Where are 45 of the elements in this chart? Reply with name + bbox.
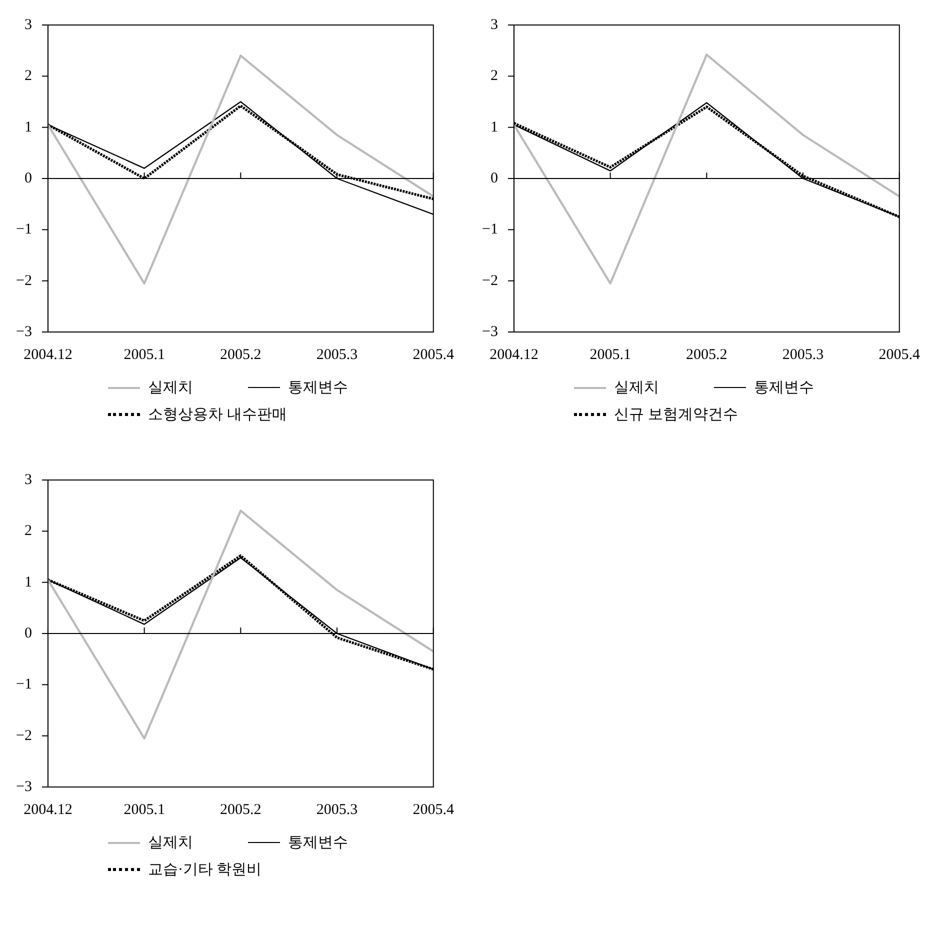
legend-label: 실제치 <box>148 834 193 852</box>
y-tick-label: 0 <box>24 625 32 642</box>
x-tick-label: 2004.12 <box>24 802 72 818</box>
y-tick-label: 3 <box>490 16 498 33</box>
y-tick-label: 3 <box>24 16 32 33</box>
y-tick-label: −1 <box>16 676 32 693</box>
legend-label: 신규 보험계약건수 <box>614 406 738 424</box>
y-tick-label: −1 <box>482 222 498 238</box>
x-tick-label: 2005.1 <box>124 346 165 363</box>
x-tick-label: 2005.4 <box>412 802 454 818</box>
x-tick-label: 2005.3 <box>316 346 358 363</box>
x-tick-label: 2005.2 <box>220 346 262 363</box>
legend-label: 실제치 <box>614 379 659 397</box>
x-tick-label: 2005.1 <box>124 802 165 818</box>
y-tick-label: 2 <box>24 523 32 540</box>
y-tick-label: −2 <box>482 272 498 289</box>
y-tick-label: 3 <box>24 472 32 488</box>
y-tick-label: 1 <box>24 119 32 136</box>
y-tick-label: −3 <box>482 324 498 340</box>
x-tick-label: 2004.12 <box>490 346 538 363</box>
y-tick-label: −2 <box>16 728 32 744</box>
x-tick-label: 2005.3 <box>782 346 824 363</box>
y-tick-label: 1 <box>490 119 498 136</box>
legend-label: 실제치 <box>148 379 193 397</box>
y-tick-label: −2 <box>16 272 32 289</box>
y-tick-label: 0 <box>490 170 498 186</box>
x-tick-label: 2005.4 <box>878 346 920 363</box>
y-tick-label: −3 <box>16 778 32 795</box>
legend-label: 통제변수 <box>754 379 814 397</box>
legend-label: 교습·기타 학원비 <box>148 861 262 879</box>
y-tick-label: 2 <box>24 68 32 84</box>
y-tick-label: −1 <box>16 222 32 238</box>
x-tick-label: 2004.12 <box>24 346 72 363</box>
x-tick-label: 2005.4 <box>412 346 454 363</box>
y-tick-label: 2 <box>490 68 498 84</box>
legend-label: 통제변수 <box>288 834 348 852</box>
legend-label: 소형상용차 내수판매 <box>148 406 287 424</box>
x-tick-label: 2005.2 <box>686 346 728 363</box>
x-tick-label: 2005.2 <box>220 802 262 818</box>
y-tick-label: 1 <box>24 574 32 590</box>
x-tick-label: 2005.3 <box>316 802 358 818</box>
legend-label: 통제변수 <box>288 379 348 397</box>
y-tick-label: −3 <box>16 324 32 340</box>
y-tick-label: 0 <box>24 170 32 186</box>
x-tick-label: 2005.1 <box>590 346 631 363</box>
